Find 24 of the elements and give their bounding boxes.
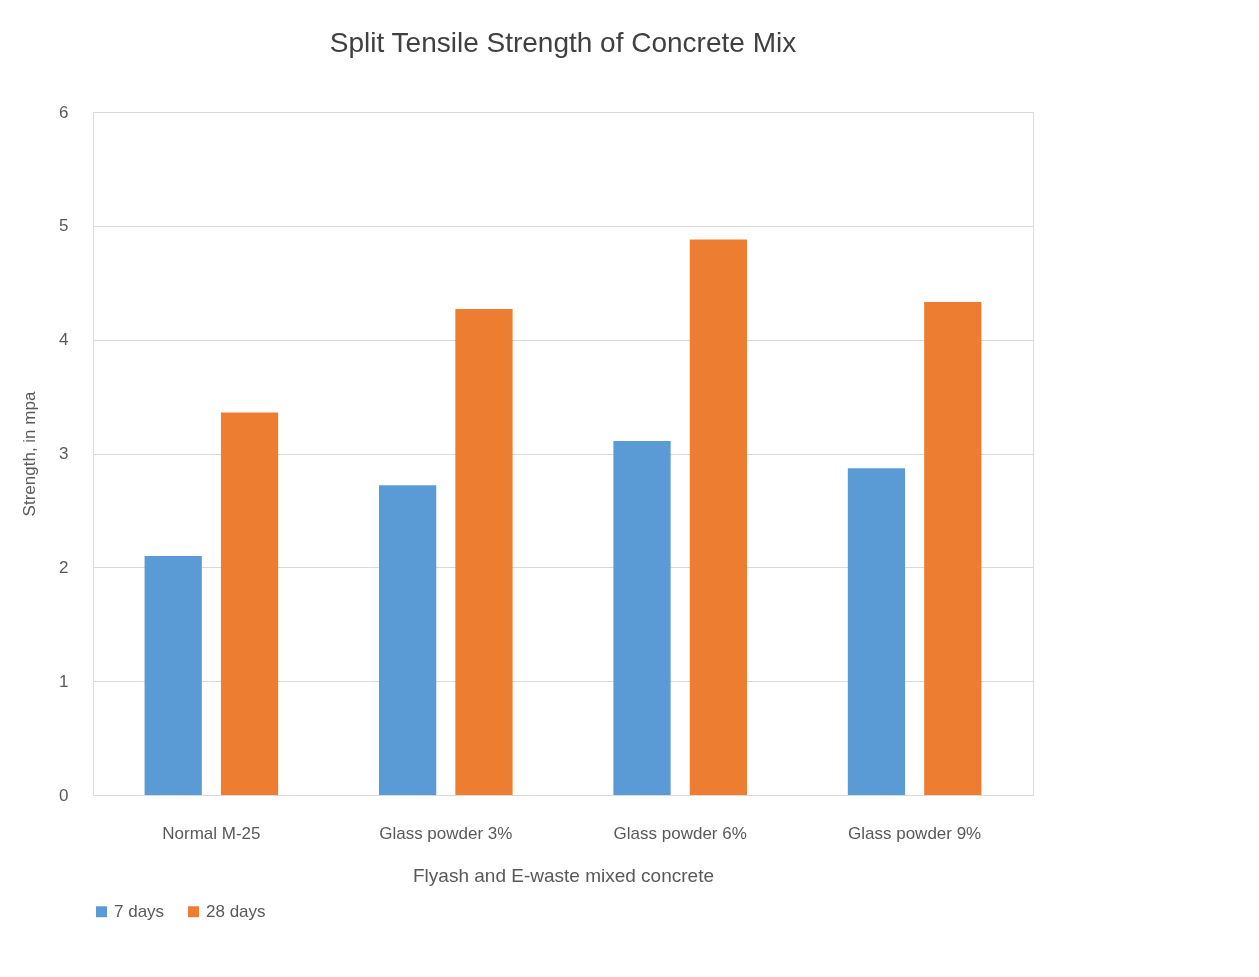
bar (378, 485, 437, 795)
y-tick-label: 4 (59, 330, 69, 350)
x-tick-label: Normal M-25 (162, 823, 261, 843)
bar (689, 239, 748, 795)
chart-title: Split Tensile Strength of Concrete Mix (329, 27, 797, 58)
bar (847, 468, 906, 795)
y-tick-label: 6 (59, 102, 69, 122)
y-axis-title: Strength, in mpa (20, 391, 40, 517)
x-tick-label: Glass powder 3% (379, 823, 513, 843)
x-tick-label: Glass powder 6% (613, 823, 747, 843)
x-tick-label: Glass powder 9% (848, 823, 982, 843)
bar (220, 412, 279, 795)
bar (144, 555, 202, 795)
bar (613, 440, 671, 795)
y-tick-label: 2 (59, 557, 69, 577)
y-tick-label: 3 (59, 444, 69, 463)
legend-label: 7 days (114, 901, 165, 921)
bar (924, 302, 982, 795)
y-tick-label: 5 (59, 216, 69, 236)
y-tick-label: 1 (59, 671, 69, 691)
legend-label: 28 days (206, 901, 266, 921)
x-axis-title: Flyash and E-waste mixed concrete (413, 864, 714, 886)
y-tick-label: 0 (59, 785, 69, 805)
bar (455, 308, 513, 795)
